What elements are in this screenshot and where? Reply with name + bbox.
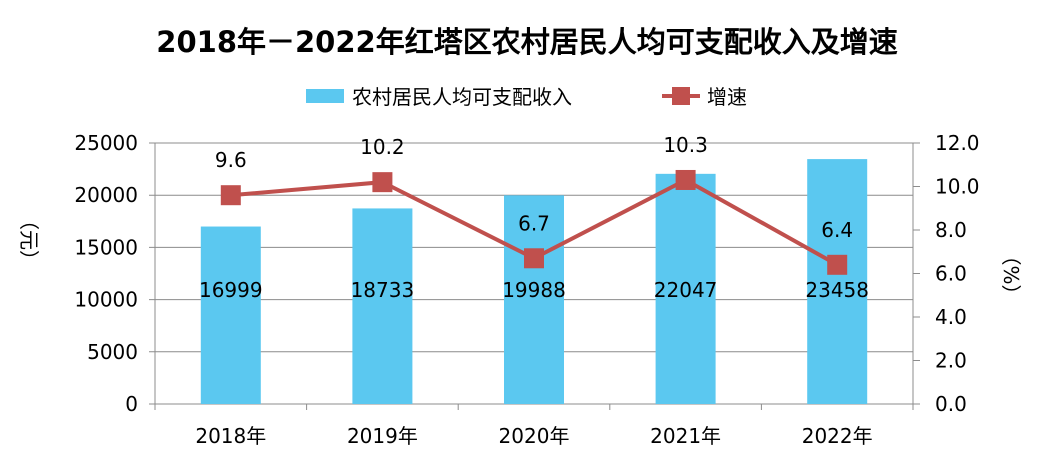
y-tick-left-label: 5000: [87, 340, 138, 364]
x-tick-label: 2019年: [347, 424, 418, 448]
y-tick-right-label: 12.0: [935, 131, 980, 155]
bar-value-label: 22047: [654, 278, 718, 302]
growth-value-label: 9.6: [215, 148, 247, 172]
x-tick-label: 2022年: [802, 424, 873, 448]
growth-marker: [524, 248, 544, 269]
y-tick-left-label: 0: [125, 392, 138, 416]
legend-label-bar: 农村居民人均可支配收入: [352, 85, 572, 109]
growth-marker: [675, 169, 696, 190]
bar-value-label: 16999: [199, 278, 263, 302]
growth-marker: [220, 185, 241, 206]
growth-value-label: 6.7: [518, 211, 550, 235]
legend-swatch-marker: [672, 87, 690, 105]
bar: [200, 226, 261, 404]
y-tick-left-label: 25000: [74, 131, 138, 155]
bar: [504, 195, 564, 404]
bar-value-label: 23458: [805, 278, 869, 302]
chart-title: 2018年－2022年红塔区农村居民人均可支配收入及增速: [156, 25, 897, 59]
bar-value-label: 18733: [351, 278, 415, 302]
y-tick-right-label: 8.0: [935, 218, 967, 242]
growth-value-label: 10.3: [663, 133, 708, 157]
y-axis-left-label: （元）: [17, 210, 41, 270]
growth-value-label: 6.4: [821, 218, 853, 242]
y-tick-left-label: 15000: [74, 235, 138, 259]
bar: [807, 159, 868, 404]
bar-value-label: 19988: [502, 278, 566, 302]
x-tick-label: 2018年: [195, 424, 266, 448]
x-tick-label: 2021年: [650, 424, 721, 448]
y-tick-right-label: 0.0: [935, 392, 967, 416]
y-tick-left-label: 10000: [74, 288, 138, 312]
bar: [352, 208, 413, 404]
legend-swatch-bar: [306, 89, 344, 103]
y-tick-right-label: 2.0: [935, 349, 967, 373]
growth-marker: [372, 172, 393, 193]
y-tick-right-label: 6.0: [935, 262, 967, 286]
y-tick-left-label: 20000: [74, 183, 138, 207]
x-tick-label: 2020年: [499, 424, 570, 448]
legend: 农村居民人均可支配收入 增速: [306, 85, 747, 109]
growth-value-label: 10.2: [360, 135, 405, 159]
growth-marker: [827, 254, 848, 275]
y-tick-right-label: 4.0: [935, 305, 967, 329]
y-tick-right-label: 10.0: [935, 175, 980, 199]
legend-label-line: 增速: [707, 85, 747, 109]
bar: [655, 173, 716, 404]
y-axis-right-label: （%）: [999, 245, 1023, 304]
